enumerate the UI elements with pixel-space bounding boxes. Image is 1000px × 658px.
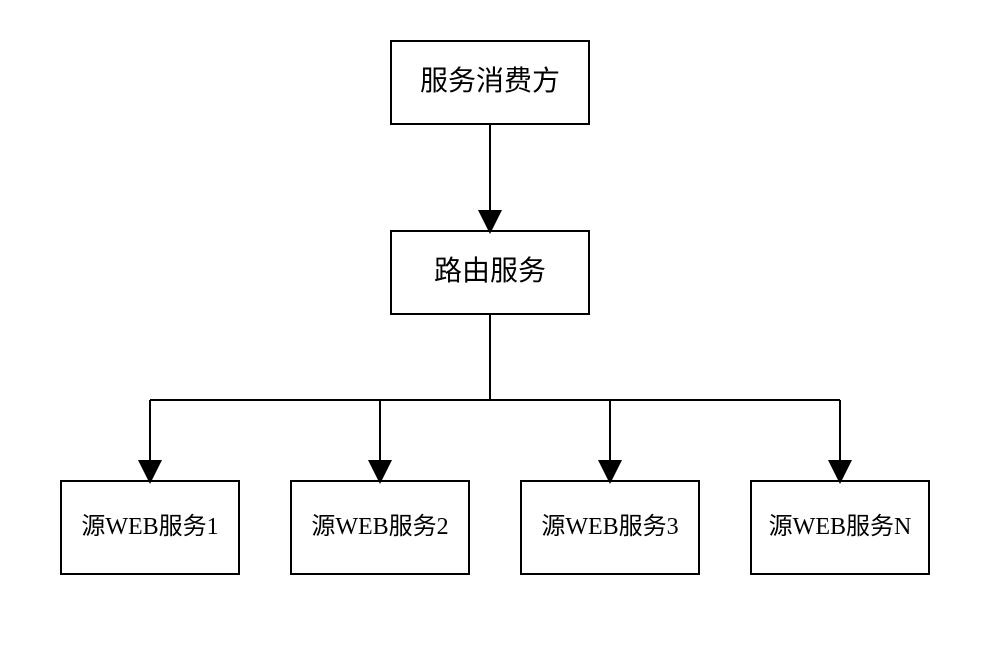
node-source-web-service-1: 源WEB服务1	[60, 480, 240, 575]
node-routing-service: 路由服务	[390, 230, 590, 315]
node-source-web-service-2: 源WEB服务2	[290, 480, 470, 575]
node-source-web-service-3: 源WEB服务3	[520, 480, 700, 575]
node-source-web-service-n: 源WEB服务N	[750, 480, 930, 575]
node-service-consumer: 服务消费方	[390, 40, 590, 125]
